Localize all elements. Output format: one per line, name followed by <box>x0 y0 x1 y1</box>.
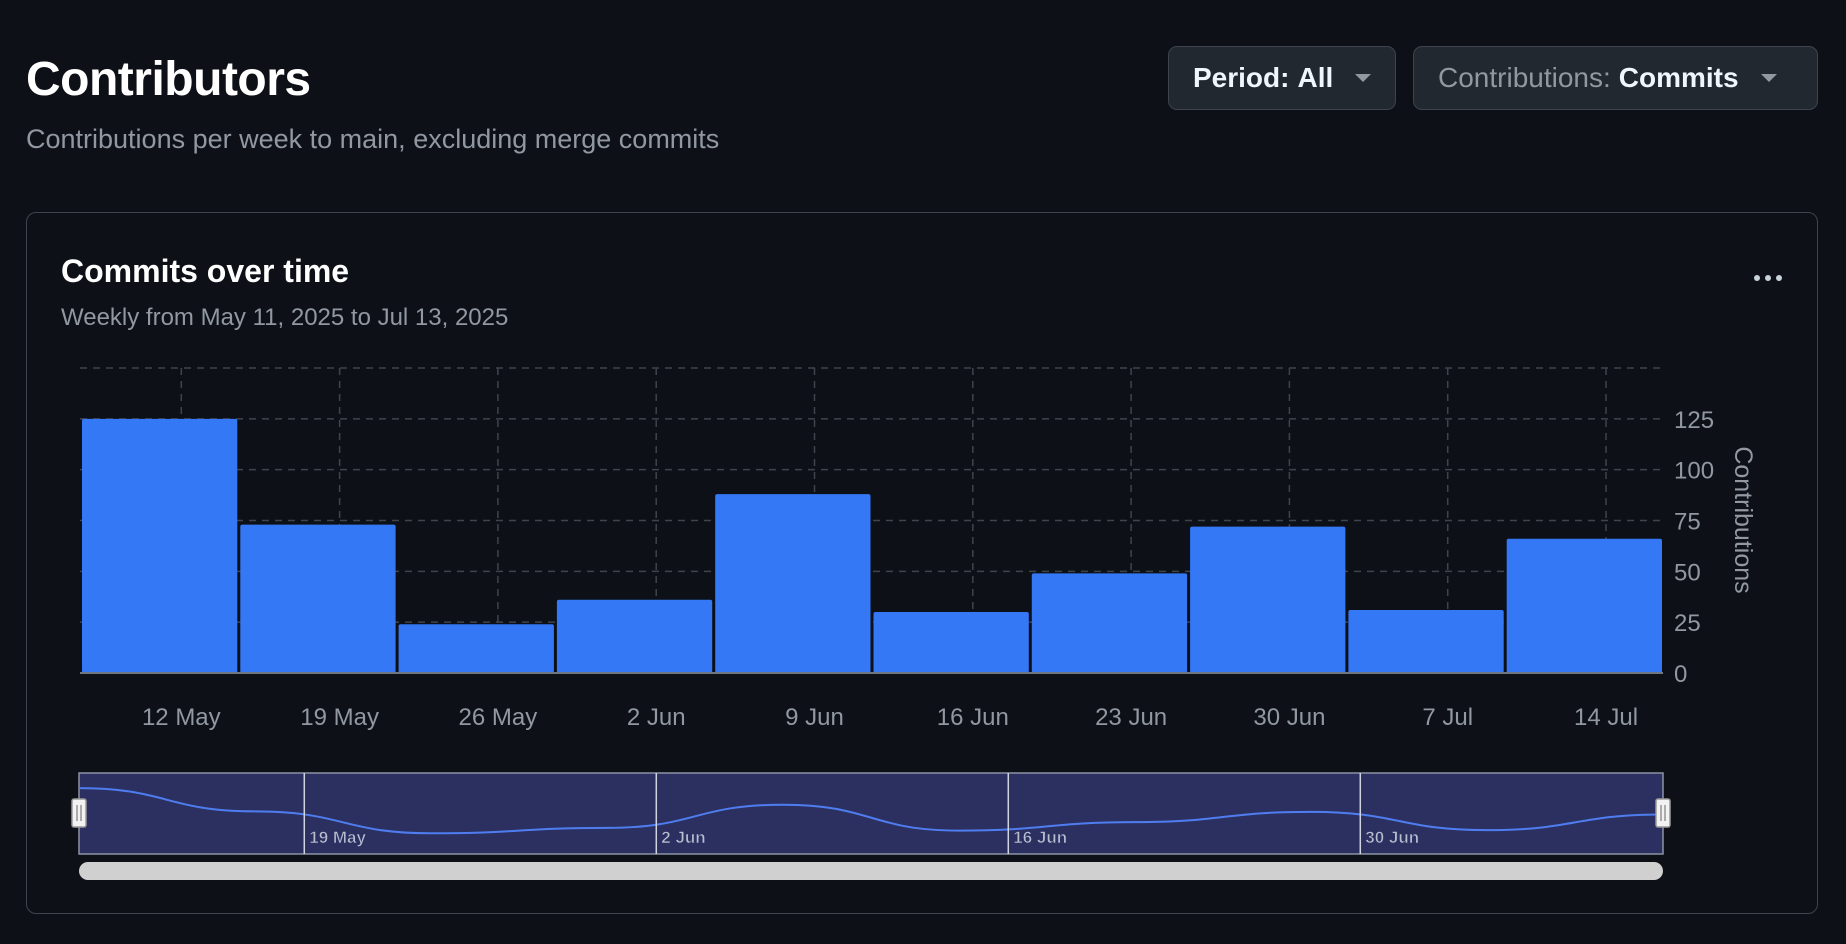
x-tick-label: 19 May <box>300 704 379 731</box>
card-subtitle: Weekly from May 11, 2025 to Jul 13, 2025 <box>61 304 509 331</box>
y-tick-label: 100 <box>1674 458 1714 485</box>
chevron-down-icon <box>1355 74 1372 82</box>
period-value: All <box>1297 62 1334 93</box>
y-tick-label: 125 <box>1674 407 1714 434</box>
bar-6-jul[interactable] <box>1348 609 1504 673</box>
dot-icon <box>1765 275 1771 281</box>
contributions-label: Contributions: <box>1438 62 1611 93</box>
x-tick-label: 26 May <box>459 704 538 731</box>
dot-icon <box>1754 275 1760 281</box>
bar-11-may[interactable] <box>82 418 238 673</box>
bar-8-jun[interactable] <box>715 494 871 673</box>
navigator-scrollbar[interactable] <box>79 862 1663 880</box>
x-tick-label: 30 Jun <box>1253 704 1325 731</box>
period-dropdown[interactable]: Period: All <box>1168 46 1396 110</box>
page-title: Contributors <box>26 53 311 106</box>
x-tick-label: 12 May <box>142 704 221 731</box>
bar-22-jun[interactable] <box>1031 573 1188 673</box>
y-axis-title: Contributions <box>1729 446 1757 593</box>
navigator-series-line <box>78 787 1664 835</box>
chevron-down-icon <box>1760 74 1777 82</box>
x-tick-label: 2 Jun <box>627 704 686 731</box>
y-tick-label: 0 <box>1674 661 1687 688</box>
more-options-button[interactable] <box>1743 263 1793 293</box>
bar-13-jul[interactable] <box>1506 538 1662 673</box>
x-tick-label: 14 Jul <box>1574 704 1638 731</box>
x-tick-label: 23 Jun <box>1095 704 1167 731</box>
bar-18-may[interactable] <box>240 524 396 673</box>
bar-25-may[interactable] <box>398 624 554 673</box>
navigator-right-handle[interactable] <box>1655 798 1671 828</box>
bar-29-jun[interactable] <box>1190 526 1346 673</box>
contributions-dropdown[interactable]: Contributions: Commits <box>1413 46 1818 110</box>
navigator-label: 2 Jun <box>661 828 705 847</box>
x-tick-label: 16 Jun <box>937 704 1009 731</box>
y-tick-label: 50 <box>1674 559 1701 586</box>
y-tick-label: 75 <box>1674 509 1701 536</box>
x-tick-label: 9 Jun <box>785 704 844 731</box>
y-tick-label: 25 <box>1674 610 1701 637</box>
navigator-left-handle[interactable] <box>71 798 87 828</box>
navigator-label: 19 May <box>309 828 366 847</box>
navigator-label: 16 Jun <box>1013 828 1067 847</box>
contributions-value: Commits <box>1618 62 1739 93</box>
card-title: Commits over time <box>61 253 350 289</box>
page-subtitle: Contributions per week to main, excludin… <box>26 124 720 154</box>
dot-icon <box>1776 275 1782 281</box>
bar-1-jun[interactable] <box>556 599 713 673</box>
period-label: Period: <box>1193 62 1290 93</box>
navigator-label: 30 Jun <box>1365 828 1419 847</box>
bar-15-jun[interactable] <box>873 612 1029 673</box>
x-tick-label: 7 Jul <box>1422 704 1473 731</box>
